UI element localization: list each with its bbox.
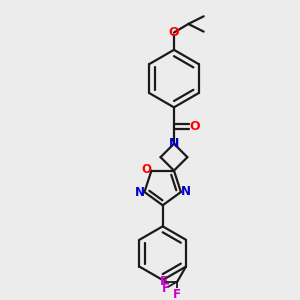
Text: F: F: [160, 275, 168, 288]
Text: F: F: [173, 289, 181, 300]
Text: N: N: [169, 137, 179, 150]
Text: O: O: [142, 163, 152, 176]
Text: N: N: [181, 184, 191, 198]
Text: F: F: [162, 282, 170, 295]
Text: O: O: [190, 120, 200, 133]
Text: N: N: [135, 185, 145, 199]
Text: O: O: [169, 26, 179, 39]
